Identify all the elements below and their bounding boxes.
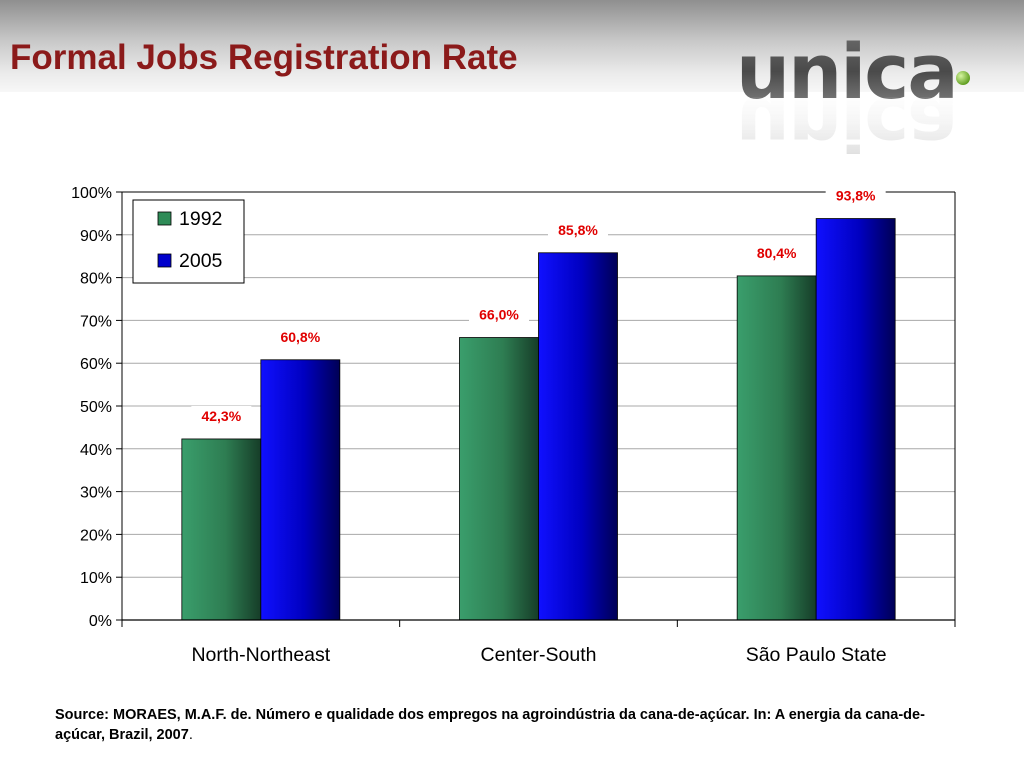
y-tick-label: 10% xyxy=(80,570,112,587)
x-tick-label: Center-South xyxy=(481,644,597,666)
legend-label: 1992 xyxy=(179,208,222,230)
data-label-bg xyxy=(270,326,331,347)
y-tick-label: 0% xyxy=(89,613,112,630)
legend-swatch-2005 xyxy=(157,253,172,268)
data-label-bg xyxy=(548,219,608,240)
y-tick-label: 100% xyxy=(71,185,112,202)
y-tick-label: 20% xyxy=(80,527,112,544)
bar-1992 xyxy=(459,337,539,621)
data-label: 80,4% xyxy=(757,245,797,261)
logo-wordmark: unica xyxy=(736,28,957,116)
data-label-bg xyxy=(469,304,529,325)
bar-1992 xyxy=(181,438,262,621)
legend-swatch-1992 xyxy=(157,211,172,226)
axes: 0% 10% 20% 30% 40% 50% 60% 70% 80% 90% 100% North-N… xyxy=(71,185,956,666)
legend-box xyxy=(132,199,245,284)
x-tick-label: North-Northeast xyxy=(191,644,330,666)
y-tick-label: 90% xyxy=(80,228,112,245)
slide-title: Formal Jobs Registration Rate xyxy=(10,38,518,77)
y-tick-label: 80% xyxy=(80,271,112,288)
bar-2005 xyxy=(260,359,341,621)
legend: 1992 2005 xyxy=(132,199,245,284)
logo-green-dot xyxy=(956,71,970,85)
y-tick-label: 60% xyxy=(80,356,112,373)
x-tick-label: São Paulo State xyxy=(746,644,887,666)
bar-2005 xyxy=(815,218,896,621)
source-citation: Source: MORAES, M.A.F. de. Número e qual… xyxy=(55,705,955,745)
data-label: 66,0% xyxy=(479,307,519,323)
bar-2005 xyxy=(538,252,618,621)
y-tick-label: 50% xyxy=(80,399,112,416)
bars xyxy=(181,218,896,621)
data-label: 93,8% xyxy=(836,188,876,204)
bar-1992 xyxy=(736,275,817,621)
data-label: 60,8% xyxy=(280,329,320,345)
data-label-bg xyxy=(746,242,807,263)
logo-reflection: unica xyxy=(736,80,957,154)
source-end: . xyxy=(188,727,193,743)
data-label-bg xyxy=(825,185,886,206)
y-tick-label: 40% xyxy=(80,442,112,459)
source-text: Source: MORAES, M.A.F. de. Número e qual… xyxy=(55,707,925,743)
data-label: 85,8% xyxy=(558,222,598,238)
data-label: 42,3% xyxy=(201,408,241,424)
legend-label: 2005 xyxy=(179,250,223,272)
unica-logo: unica unica xyxy=(736,28,970,154)
y-tick-label: 30% xyxy=(80,485,112,502)
y-tick-label: 70% xyxy=(80,313,112,330)
data-labels: 42,3% 60,8% 66,0% 85,8% 80,4% 93,8% xyxy=(191,185,886,426)
header-band xyxy=(0,0,1024,92)
data-label-bg xyxy=(191,405,252,426)
